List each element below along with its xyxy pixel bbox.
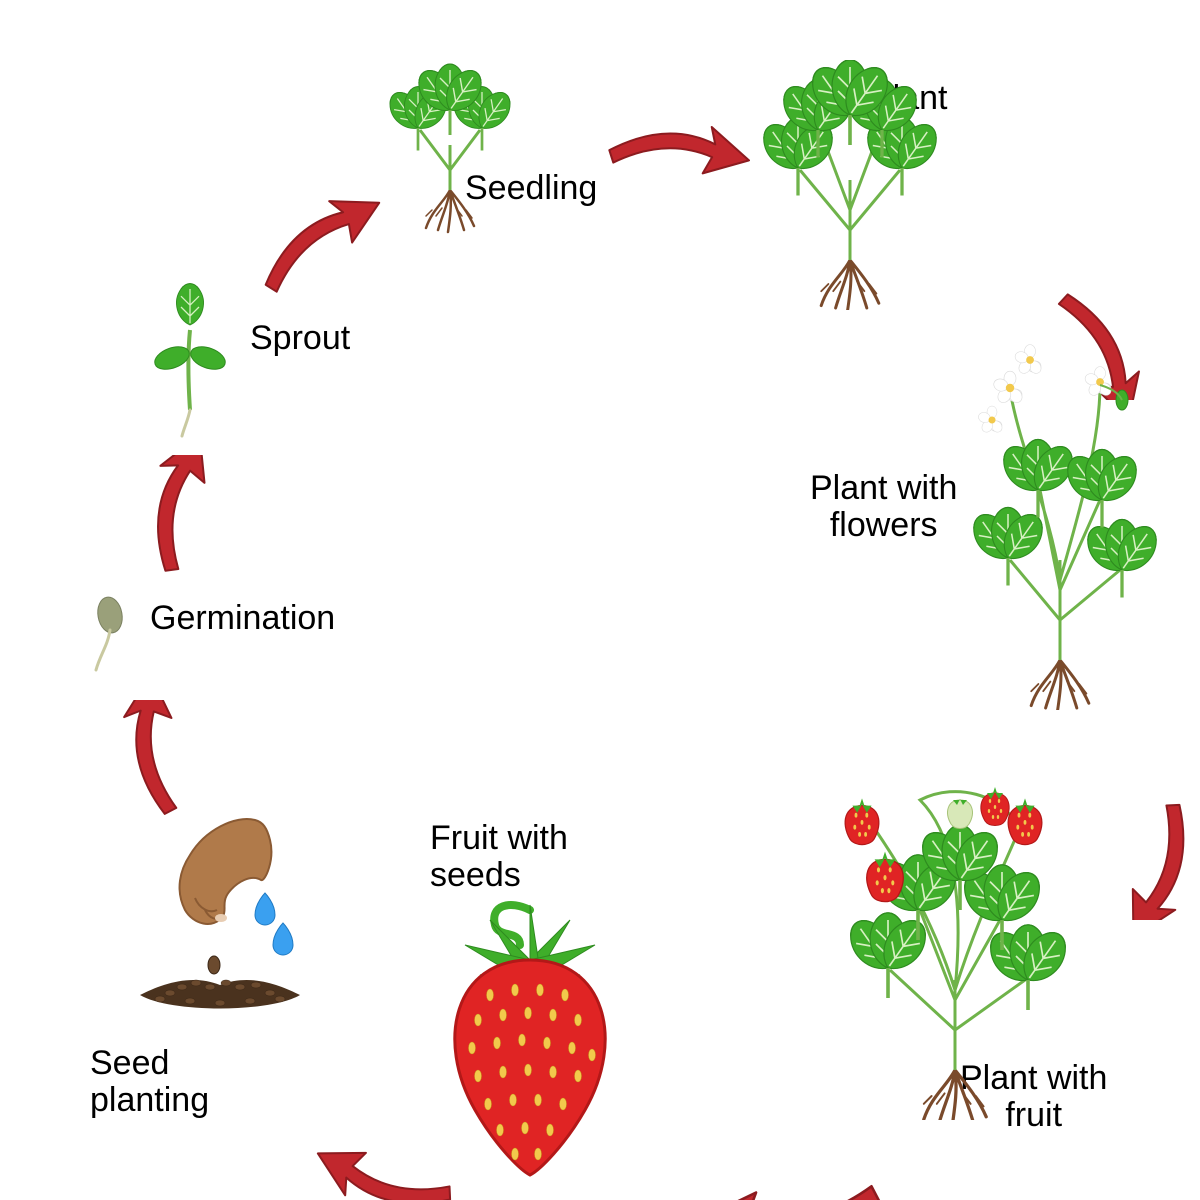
label-plant-flowers: Plant with flowers (810, 470, 957, 545)
seed-planting-icon (105, 810, 335, 1040)
germination-icon (80, 590, 150, 680)
fruit-with-seeds-icon (420, 900, 640, 1180)
arrow-fruit-to-seeds (710, 1150, 910, 1200)
lifecycle-diagram: Seed planting Germination Sprout Seedlin… (0, 0, 1200, 1200)
plant-with-flowers-icon (950, 330, 1190, 710)
plant-with-fruit-icon (790, 760, 1110, 1120)
label-germination: Germination (150, 600, 335, 637)
arrow-germination-to-sprout (85, 455, 255, 575)
plant-icon (720, 60, 980, 310)
label-sprout: Sprout (250, 320, 350, 357)
seedling-icon (360, 50, 540, 240)
sprout-icon (130, 280, 250, 440)
label-fruit-with-seeds: Fruit with seeds (430, 820, 568, 895)
label-seed-planting: Seed planting (90, 1045, 209, 1120)
arrow-seed-to-germination (65, 700, 235, 820)
